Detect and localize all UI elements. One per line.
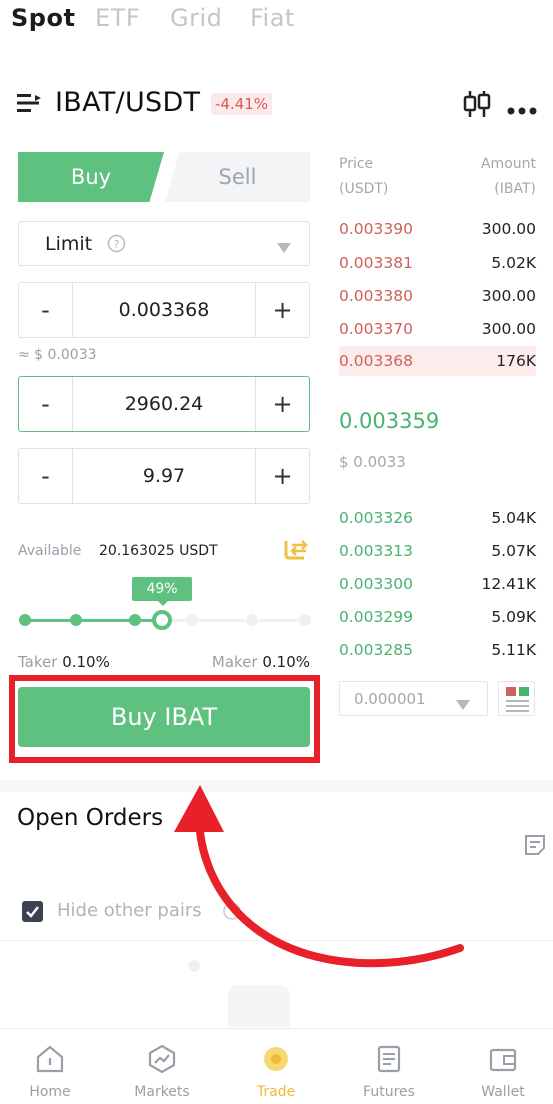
price-increase-button[interactable]: + [255,283,309,337]
price-stepper[interactable]: - 0.003368 + [18,282,310,338]
price-input[interactable]: 0.003368 [118,299,210,321]
slider-step-dot[interactable] [246,614,258,626]
hide-other-pairs-label[interactable]: Hide other pairs [57,900,202,921]
tab-fiat[interactable]: Fiat [250,4,295,32]
last-price-usd: $ 0.0033 [339,453,406,471]
maker-fee: Maker 0.10% [211,653,310,671]
amount-decrease-button[interactable]: - [19,377,73,431]
buy-tab[interactable]: Buy [18,152,164,202]
order-type-select[interactable]: Limit ? [18,221,310,266]
transfer-icon[interactable] [282,537,310,565]
slider-step-dot[interactable] [19,614,31,626]
nav-home[interactable]: Home [0,1029,100,1104]
slider-track-filled [24,619,164,622]
buy-ibat-button[interactable]: Buy IBAT [18,687,310,747]
amount-input[interactable]: 2960.24 [124,393,204,415]
trade-icon [264,1047,288,1071]
order-history-icon[interactable] [524,834,546,860]
available-label: Available [18,543,82,559]
svg-text:?: ? [114,238,120,251]
slider-step-dot[interactable] [70,614,82,626]
tab-etf[interactable]: ETF [95,4,141,32]
slider-track-empty[interactable] [164,619,306,622]
total-stepper[interactable]: - 9.97 + [18,448,310,504]
change-badge: -4.41% [211,93,273,115]
ask-row[interactable]: 0.003390 300.00 [339,220,536,238]
price-decrease-button[interactable]: - [19,283,73,337]
bid-row[interactable]: 0.003326 5.04K [339,509,536,527]
amount-increase-button[interactable]: + [255,377,309,431]
orderbook-layout-icon [506,687,529,712]
hide-other-pairs-checkbox[interactable] [22,901,43,922]
pair-title[interactable]: IBAT/USDT [55,87,201,118]
annotation-arrow [174,785,464,968]
markets-icon [148,1044,176,1074]
bid-row[interactable]: 0.003299 5.09K [339,608,536,626]
pair-menu-icon[interactable] [17,92,43,118]
sell-tab[interactable]: Sell [165,152,310,202]
last-price: 0.003359 [339,409,440,433]
orderbook-price-header: Price (USDT) [339,156,389,197]
slider-step-dot[interactable] [129,614,141,626]
ask-row[interactable]: 0.003380 300.00 [339,287,536,305]
available-value: 20.163025 USDT [99,543,218,559]
amount-stepper[interactable]: - 2960.24 + [18,376,310,432]
wallet-icon [489,1048,517,1072]
empty-state-illustration [228,985,290,1027]
precision-select[interactable]: 0.000001 [339,681,488,716]
ask-row[interactable]: 0.003370 300.00 [339,320,536,338]
price-usd-estimate: ≈ $ 0.0033 [18,347,97,363]
info-icon[interactable]: ? [107,234,126,257]
futures-icon [377,1045,401,1073]
bid-row[interactable]: 0.003285 5.11K [339,641,536,659]
home-icon [36,1045,64,1073]
section-divider [0,780,553,792]
bid-row[interactable]: 0.003313 5.07K [339,542,536,560]
nav-futures[interactable]: Futures [339,1029,439,1104]
nav-markets[interactable]: Markets [112,1029,212,1104]
taker-fee: Taker 0.10% [18,653,110,671]
tooltip-arrow [157,600,169,606]
checkmark-icon [26,906,39,918]
chevron-down-icon [456,695,470,714]
total-input[interactable]: 9.97 [142,465,186,487]
candlestick-chart-icon[interactable] [463,91,491,121]
open-orders-title: Open Orders [17,805,164,831]
orderbook-amount-header: Amount (IBAT) [480,156,536,197]
orderbook-layout-button[interactable] [498,681,535,716]
ask-row[interactable]: 0.003381 5.02K [339,254,536,272]
bottom-navigation: Home Markets Trade Futures Wallet [0,1028,553,1104]
total-increase-button[interactable]: + [255,449,309,503]
empty-state-illustration [188,960,200,972]
more-options-icon[interactable] [507,100,537,119]
slider-step-dot[interactable] [186,614,198,626]
total-decrease-button[interactable]: - [19,449,73,503]
slider-handle[interactable] [152,610,172,630]
annotation-highlight-box [9,675,320,763]
nav-trade[interactable]: Trade [226,1029,326,1104]
precision-value: 0.000001 [354,690,426,708]
order-type-label: Limit [45,233,93,255]
slider-percent-tooltip: 49% [132,577,192,601]
ask-row[interactable]: 0.003368 176K [339,346,536,376]
slider-step-dot[interactable] [299,614,311,626]
nav-wallet[interactable]: Wallet [453,1029,553,1104]
tab-spot[interactable]: Spot [11,4,76,32]
tab-grid[interactable]: Grid [170,4,223,32]
bid-row[interactable]: 0.003300 12.41K [339,575,536,593]
chevron-down-icon [277,238,291,257]
